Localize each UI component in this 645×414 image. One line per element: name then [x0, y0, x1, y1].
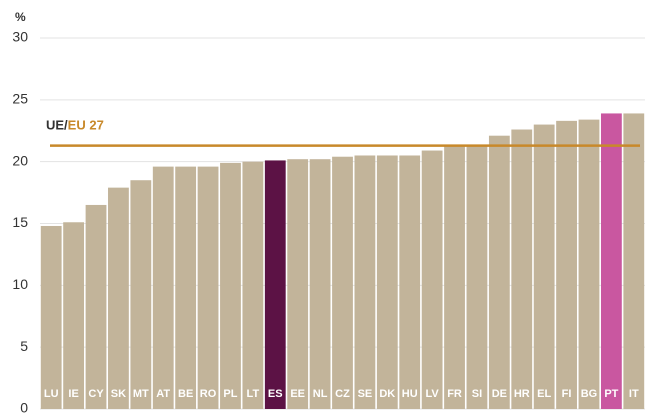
bar [108, 187, 129, 409]
y-unit: % [15, 10, 26, 24]
bar [287, 159, 309, 409]
x-tick-label: FI [562, 388, 572, 400]
x-tick-label: DE [492, 388, 507, 400]
bar [354, 155, 376, 409]
x-tick-label: FR [447, 388, 462, 400]
bar [511, 129, 533, 409]
x-tick-label: NL [313, 388, 328, 400]
y-tick-label: 15 [12, 214, 28, 230]
bar [444, 145, 465, 409]
x-tick-label: SE [358, 388, 373, 400]
bar [488, 135, 510, 410]
x-tick-label: EE [290, 388, 305, 400]
y-tick-label: 25 [12, 91, 28, 107]
y-tick-label: 20 [12, 152, 28, 168]
bar [220, 162, 241, 409]
bar [533, 124, 555, 410]
x-tick-label: SK [111, 388, 126, 400]
bar [152, 166, 174, 409]
x-tick-label: EL [537, 388, 551, 400]
bar [600, 113, 622, 409]
x-tick-label: CZ [335, 388, 350, 400]
x-tick-label: DK [379, 388, 395, 400]
x-tick-label: BE [178, 388, 193, 400]
y-tick-label: 30 [12, 29, 28, 45]
x-tick-label: BG [581, 388, 598, 400]
bar [85, 204, 107, 409]
x-tick-label: RO [200, 388, 217, 400]
x-tick-label: AT [156, 388, 170, 400]
bar [578, 119, 600, 410]
bar [399, 155, 421, 409]
x-tick-label: SI [472, 388, 482, 400]
x-tick-label: LV [426, 388, 440, 400]
bar [242, 161, 264, 409]
x-tick-label: HU [402, 388, 418, 400]
x-tick-label: ES [268, 388, 283, 400]
x-tick-label: CY [88, 388, 104, 400]
bar [556, 120, 577, 410]
y-tick-label: 5 [20, 338, 28, 354]
bar [376, 155, 398, 409]
y-tick-label: 10 [12, 276, 28, 292]
bar [130, 180, 152, 409]
bar [421, 150, 443, 409]
bar [40, 225, 62, 409]
bar [264, 160, 286, 409]
bar [466, 145, 488, 409]
x-tick-label: LT [247, 388, 260, 400]
x-tick-label: LU [44, 388, 59, 400]
x-tick-label: MT [133, 388, 149, 400]
x-tick-label: HR [514, 388, 530, 400]
reference-label-prefix: UE/ [46, 118, 68, 133]
x-tick-label: PL [223, 388, 237, 400]
y-tick-label: 0 [20, 400, 28, 414]
bar [332, 156, 353, 409]
x-tick-label: IE [68, 388, 78, 400]
reference-label-text: EU 27 [68, 118, 104, 133]
x-tick-label: PT [604, 388, 618, 400]
reference-label: UE/EU 27 [46, 118, 104, 133]
bar [623, 113, 645, 409]
bar [309, 159, 331, 409]
bar [175, 166, 197, 409]
x-tick-label: IT [629, 388, 639, 400]
bar [63, 222, 85, 409]
bar [197, 166, 219, 409]
